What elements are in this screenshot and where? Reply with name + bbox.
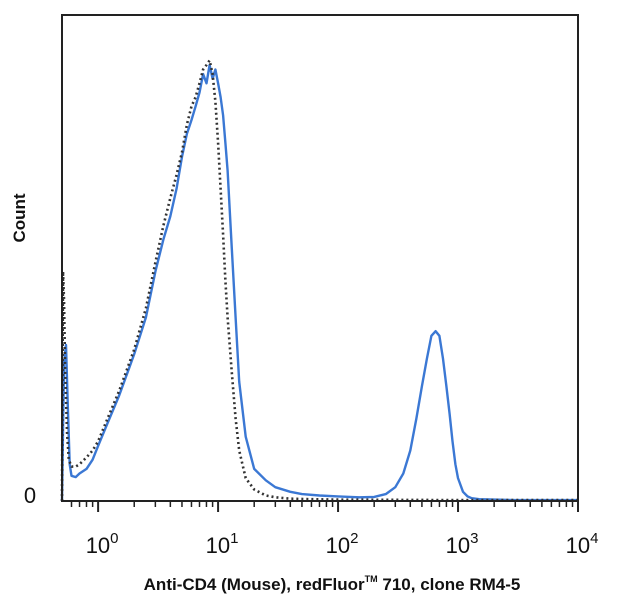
x-tick-label: 100	[86, 530, 119, 558]
x-axis-title: Anti-CD4 (Mouse), redFluorTM 710, clone …	[144, 574, 521, 594]
x-axis-title-trademark: TM	[365, 574, 378, 584]
x-minor-ticks	[70, 501, 574, 507]
control-histogram-dotted	[60, 59, 578, 502]
x-tick-labels: 100 101 102 103 104	[86, 530, 599, 558]
y-zero-label: 0	[24, 483, 36, 508]
series-layer	[60, 59, 578, 502]
y-axis-title: Count	[10, 193, 29, 242]
x-tick-label: 103	[446, 530, 479, 558]
x-tick-label: 104	[566, 530, 599, 558]
stained-histogram-line	[60, 63, 578, 502]
x-major-ticks	[97, 501, 579, 512]
x-tick-label: 102	[326, 530, 359, 558]
x-axis-title-main: Anti-CD4 (Mouse), redFluor	[144, 575, 365, 594]
x-axis-title-rest: 710, clone RM4-5	[378, 575, 521, 594]
x-tick-label: 101	[206, 530, 239, 558]
